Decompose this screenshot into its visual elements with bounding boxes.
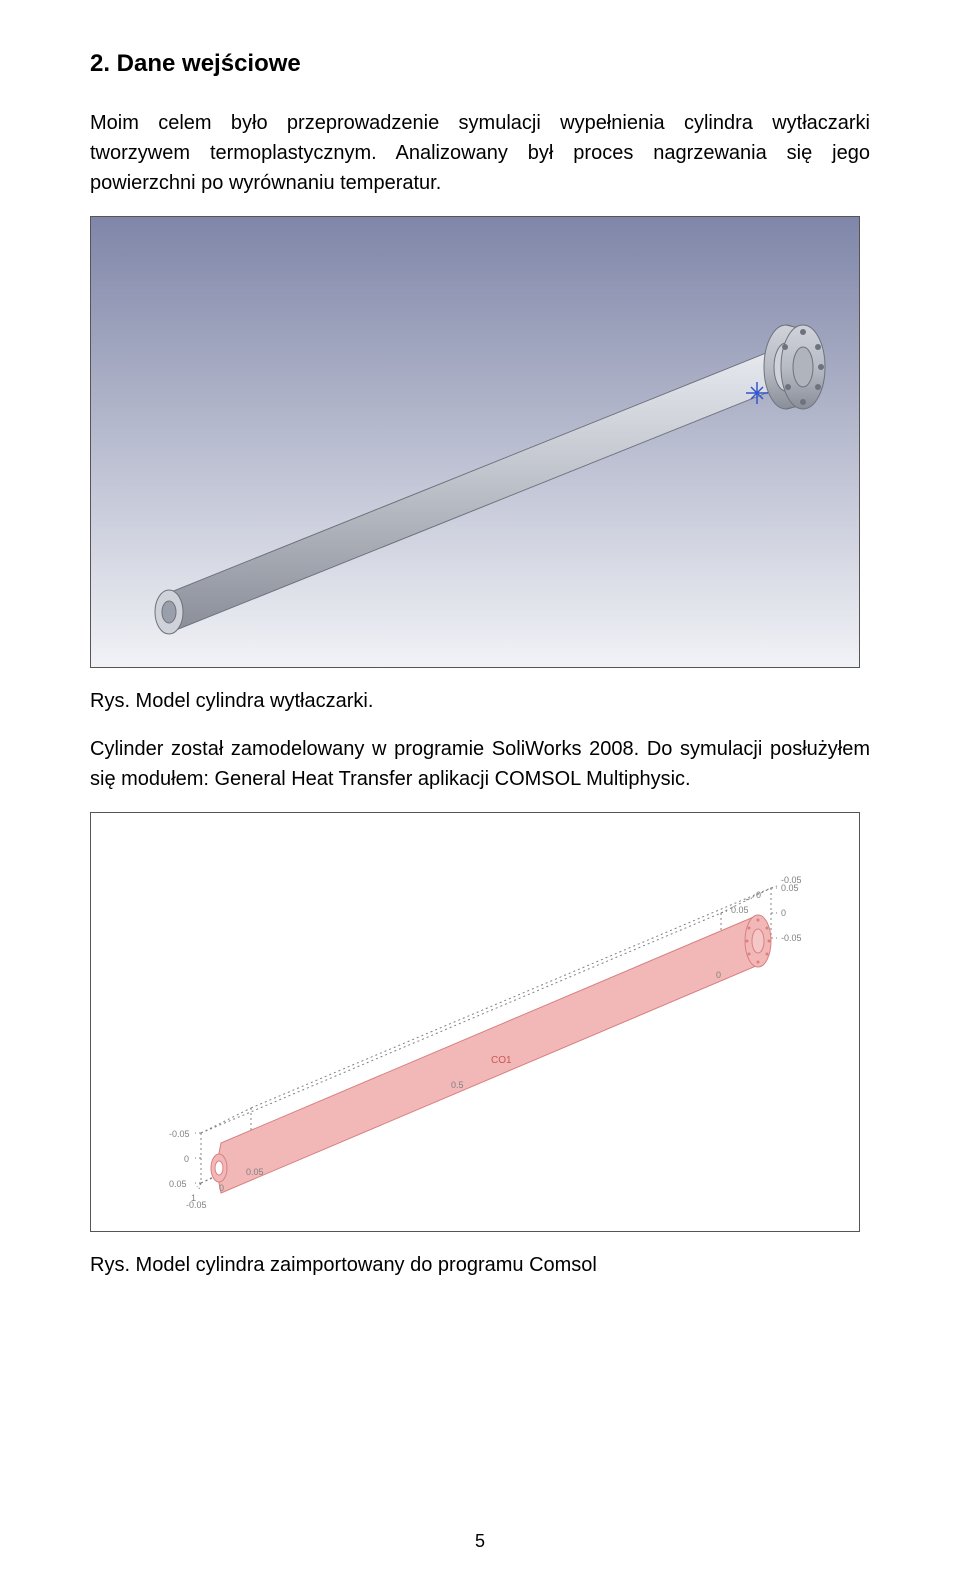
page-number: 5 [475,1531,485,1552]
lz-tick-1: 0 [219,1183,224,1193]
r-tick-1: 0 [756,890,761,900]
section-heading: 2. Dane wejściowe [90,50,870,78]
method-paragraph: Cylinder został zamodelowany w programie… [90,734,870,794]
ly-tick-2: 0.05 [169,1179,187,1189]
figure-2-box: 0 0.5 1 -0.05 0 0.05 -0.05 0 0.05 -0.05 … [90,812,860,1232]
figure-2-caption: Rys. Model cylindra zaimportowany do pro… [90,1250,870,1280]
ly-tick-1: 0 [184,1154,189,1164]
geometry-label: CO1 [491,1055,512,1066]
lz-tick-0: -0.05 [186,1200,207,1210]
rz-tick-0: -0.05 [781,933,802,943]
x-tick-1: 0.5 [451,1080,464,1090]
figure-1-caption: Rys. Model cylindra wytłaczarki. [90,686,870,716]
rz-tick-2: 0.05 [781,883,799,893]
x-tick-0: 0 [716,970,721,980]
lz-tick-2: 0.05 [246,1167,264,1177]
intro-paragraph: Moim celem było przeprowadzenie symulacj… [90,108,870,198]
figure-2-render: 0 0.5 1 -0.05 0 0.05 -0.05 0 0.05 -0.05 … [91,813,860,1232]
r-tick-2: 0.05 [731,905,749,915]
rz-tick-1: 0 [781,908,786,918]
figure-1-render [91,217,860,668]
figure-1-box [90,216,860,668]
ly-tick-0: -0.05 [169,1129,190,1139]
